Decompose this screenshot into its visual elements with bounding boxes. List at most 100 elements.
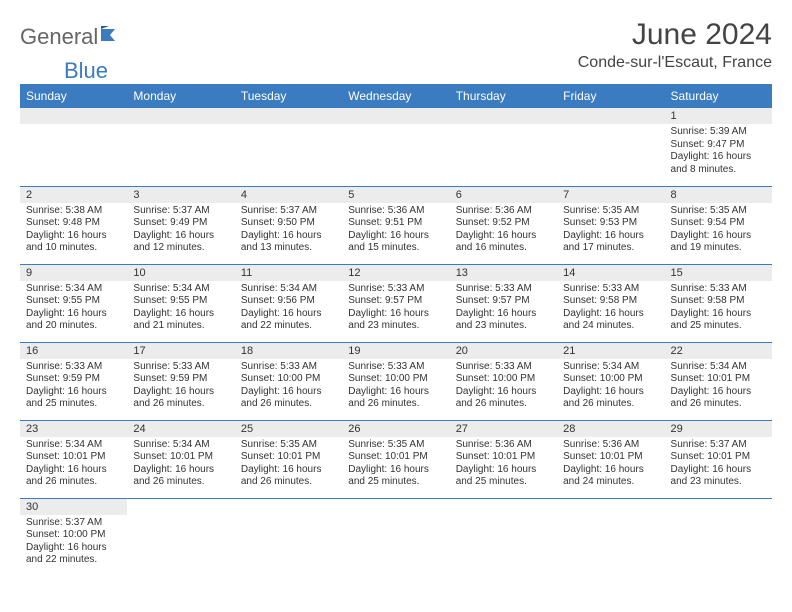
day-number: 6 [450, 187, 557, 203]
calendar-cell: 9Sunrise: 5:34 AMSunset: 9:55 PMDaylight… [20, 264, 127, 342]
calendar-cell: 28Sunrise: 5:36 AMSunset: 10:01 PMDaylig… [557, 420, 664, 498]
calendar-row: 16Sunrise: 5:33 AMSunset: 9:59 PMDayligh… [20, 342, 772, 420]
calendar-row: 30Sunrise: 5:37 AMSunset: 10:00 PMDaylig… [20, 498, 772, 576]
calendar-cell: 4Sunrise: 5:37 AMSunset: 9:50 PMDaylight… [235, 186, 342, 264]
weekday-header: Tuesday [235, 84, 342, 108]
day-number: 10 [127, 265, 234, 281]
calendar-cell: 24Sunrise: 5:34 AMSunset: 10:01 PMDaylig… [127, 420, 234, 498]
calendar-cell: 27Sunrise: 5:36 AMSunset: 10:01 PMDaylig… [450, 420, 557, 498]
calendar-cell: 13Sunrise: 5:33 AMSunset: 9:57 PMDayligh… [450, 264, 557, 342]
weekday-header: Sunday [20, 84, 127, 108]
day-number: 22 [665, 343, 772, 359]
calendar-cell-empty [127, 498, 234, 576]
day-data: Sunrise: 5:33 AMSunset: 9:58 PMDaylight:… [665, 281, 772, 337]
day-data: Sunrise: 5:34 AMSunset: 9:55 PMDaylight:… [20, 281, 127, 337]
day-number: 11 [235, 265, 342, 281]
weekday-header: Saturday [665, 84, 772, 108]
day-number: 15 [665, 265, 772, 281]
calendar-cell: 18Sunrise: 5:33 AMSunset: 10:00 PMDaylig… [235, 342, 342, 420]
calendar-cell: 21Sunrise: 5:34 AMSunset: 10:00 PMDaylig… [557, 342, 664, 420]
calendar-row: 2Sunrise: 5:38 AMSunset: 9:48 PMDaylight… [20, 186, 772, 264]
calendar-row: 9Sunrise: 5:34 AMSunset: 9:55 PMDaylight… [20, 264, 772, 342]
calendar-cell: 2Sunrise: 5:38 AMSunset: 9:48 PMDaylight… [20, 186, 127, 264]
day-number: 7 [557, 187, 664, 203]
logo-text-general: General [20, 24, 98, 50]
day-data: Sunrise: 5:33 AMSunset: 9:58 PMDaylight:… [557, 281, 664, 337]
day-number: 18 [235, 343, 342, 359]
day-number: 9 [20, 265, 127, 281]
day-data: Sunrise: 5:37 AMSunset: 10:00 PMDaylight… [20, 515, 127, 571]
logo-text-blue: Blue [64, 58, 108, 84]
calendar-cell-empty [127, 108, 234, 186]
weekday-header: Thursday [450, 84, 557, 108]
day-number: 26 [342, 421, 449, 437]
calendar-cell: 6Sunrise: 5:36 AMSunset: 9:52 PMDaylight… [450, 186, 557, 264]
day-data: Sunrise: 5:34 AMSunset: 10:00 PMDaylight… [557, 359, 664, 415]
weekday-header-row: SundayMondayTuesdayWednesdayThursdayFrid… [20, 84, 772, 108]
day-number: 1 [665, 108, 772, 124]
calendar-cell: 3Sunrise: 5:37 AMSunset: 9:49 PMDaylight… [127, 186, 234, 264]
day-number: 19 [342, 343, 449, 359]
calendar-cell: 7Sunrise: 5:35 AMSunset: 9:53 PMDaylight… [557, 186, 664, 264]
day-data: Sunrise: 5:34 AMSunset: 10:01 PMDaylight… [20, 437, 127, 493]
calendar-cell: 12Sunrise: 5:33 AMSunset: 9:57 PMDayligh… [342, 264, 449, 342]
month-title: June 2024 [578, 18, 772, 52]
calendar-cell: 14Sunrise: 5:33 AMSunset: 9:58 PMDayligh… [557, 264, 664, 342]
day-number: 24 [127, 421, 234, 437]
calendar-cell-empty [235, 108, 342, 186]
calendar-cell: 16Sunrise: 5:33 AMSunset: 9:59 PMDayligh… [20, 342, 127, 420]
day-data: Sunrise: 5:33 AMSunset: 10:00 PMDaylight… [342, 359, 449, 415]
calendar-table: SundayMondayTuesdayWednesdayThursdayFrid… [20, 84, 772, 576]
calendar-cell: 25Sunrise: 5:35 AMSunset: 10:01 PMDaylig… [235, 420, 342, 498]
calendar-cell: 23Sunrise: 5:34 AMSunset: 10:01 PMDaylig… [20, 420, 127, 498]
calendar-cell: 20Sunrise: 5:33 AMSunset: 10:00 PMDaylig… [450, 342, 557, 420]
day-number: 20 [450, 343, 557, 359]
calendar-cell: 19Sunrise: 5:33 AMSunset: 10:00 PMDaylig… [342, 342, 449, 420]
day-data: Sunrise: 5:37 AMSunset: 10:01 PMDaylight… [665, 437, 772, 493]
calendar-cell: 22Sunrise: 5:34 AMSunset: 10:01 PMDaylig… [665, 342, 772, 420]
day-data: Sunrise: 5:34 AMSunset: 9:55 PMDaylight:… [127, 281, 234, 337]
calendar-cell: 17Sunrise: 5:33 AMSunset: 9:59 PMDayligh… [127, 342, 234, 420]
day-number: 2 [20, 187, 127, 203]
day-data: Sunrise: 5:33 AMSunset: 9:57 PMDaylight:… [342, 281, 449, 337]
title-block: June 2024 Conde-sur-l'Escaut, France [578, 18, 772, 72]
calendar-row: 23Sunrise: 5:34 AMSunset: 10:01 PMDaylig… [20, 420, 772, 498]
logo: General [20, 24, 121, 50]
day-number: 3 [127, 187, 234, 203]
day-data: Sunrise: 5:37 AMSunset: 9:49 PMDaylight:… [127, 203, 234, 259]
calendar-cell: 30Sunrise: 5:37 AMSunset: 10:00 PMDaylig… [20, 498, 127, 576]
calendar-cell: 26Sunrise: 5:35 AMSunset: 10:01 PMDaylig… [342, 420, 449, 498]
day-data: Sunrise: 5:33 AMSunset: 10:00 PMDaylight… [450, 359, 557, 415]
day-data: Sunrise: 5:35 AMSunset: 10:01 PMDaylight… [235, 437, 342, 493]
day-data: Sunrise: 5:33 AMSunset: 9:57 PMDaylight:… [450, 281, 557, 337]
day-number: 5 [342, 187, 449, 203]
calendar-cell: 11Sunrise: 5:34 AMSunset: 9:56 PMDayligh… [235, 264, 342, 342]
day-number: 30 [20, 499, 127, 515]
day-number: 8 [665, 187, 772, 203]
day-number: 16 [20, 343, 127, 359]
day-data: Sunrise: 5:37 AMSunset: 9:50 PMDaylight:… [235, 203, 342, 259]
day-number: 27 [450, 421, 557, 437]
day-number: 25 [235, 421, 342, 437]
day-data: Sunrise: 5:33 AMSunset: 9:59 PMDaylight:… [127, 359, 234, 415]
day-data: Sunrise: 5:35 AMSunset: 10:01 PMDaylight… [342, 437, 449, 493]
day-data: Sunrise: 5:34 AMSunset: 10:01 PMDaylight… [127, 437, 234, 493]
day-number: 17 [127, 343, 234, 359]
calendar-cell: 1Sunrise: 5:39 AMSunset: 9:47 PMDaylight… [665, 108, 772, 186]
day-number: 23 [20, 421, 127, 437]
day-data: Sunrise: 5:36 AMSunset: 10:01 PMDaylight… [557, 437, 664, 493]
day-data: Sunrise: 5:35 AMSunset: 9:54 PMDaylight:… [665, 203, 772, 259]
day-number: 29 [665, 421, 772, 437]
calendar-cell-empty [665, 498, 772, 576]
day-number: 4 [235, 187, 342, 203]
weekday-header: Friday [557, 84, 664, 108]
day-data: Sunrise: 5:38 AMSunset: 9:48 PMDaylight:… [20, 203, 127, 259]
calendar-cell: 8Sunrise: 5:35 AMSunset: 9:54 PMDaylight… [665, 186, 772, 264]
day-data: Sunrise: 5:36 AMSunset: 9:52 PMDaylight:… [450, 203, 557, 259]
day-data: Sunrise: 5:33 AMSunset: 10:00 PMDaylight… [235, 359, 342, 415]
calendar-cell-empty [342, 108, 449, 186]
day-data: Sunrise: 5:34 AMSunset: 9:56 PMDaylight:… [235, 281, 342, 337]
calendar-cell: 10Sunrise: 5:34 AMSunset: 9:55 PMDayligh… [127, 264, 234, 342]
calendar-cell: 5Sunrise: 5:36 AMSunset: 9:51 PMDaylight… [342, 186, 449, 264]
calendar-cell-empty [450, 108, 557, 186]
